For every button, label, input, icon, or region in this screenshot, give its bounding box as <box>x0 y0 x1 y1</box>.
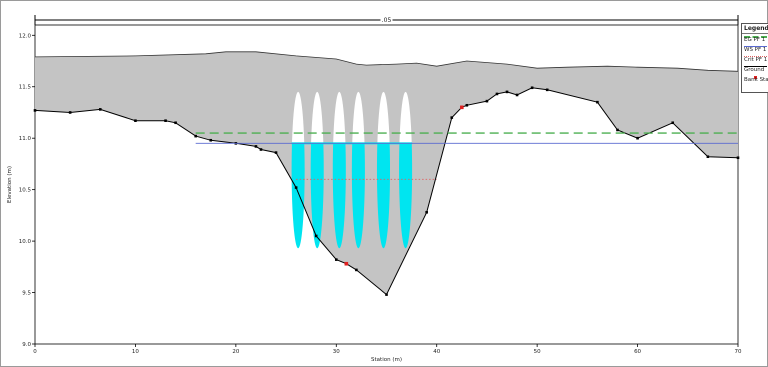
y-tick-label: 12.0 <box>19 33 32 39</box>
culvert-barrel <box>332 91 346 249</box>
y-tick-label: 11.0 <box>19 136 32 142</box>
culvert-barrel <box>351 91 365 249</box>
x-tick-label: 10 <box>132 349 139 355</box>
culvert-barrel <box>310 91 324 249</box>
ground-point <box>736 156 740 160</box>
legend-label: Bank Sta <box>744 77 768 83</box>
legend: Legend EG PF 1 WS PF 1 Crit PF 1 Ground Bank… <box>741 23 768 93</box>
ground-point <box>465 103 469 107</box>
legend-item: Crit PF 1 <box>742 54 768 64</box>
bank-station-marker <box>344 261 349 266</box>
ground-point <box>194 134 197 138</box>
y-axis-title: Elevation (m) <box>7 166 13 203</box>
ground-point <box>596 100 599 104</box>
culvert-barrel <box>399 91 413 249</box>
y-tick-label: 9.0 <box>22 342 31 348</box>
y-tick-label: 10.5 <box>19 188 32 194</box>
barrel-water <box>351 143 365 249</box>
legend-title: Legend <box>742 25 768 34</box>
x-tick-label: 50 <box>534 349 541 355</box>
ground-point <box>385 293 388 296</box>
x-tick-label: 0 <box>33 349 37 355</box>
ground-point <box>671 121 675 125</box>
x-tick-label: 60 <box>634 349 641 355</box>
x-tick-label: 70 <box>735 349 742 355</box>
barrel-air <box>399 91 413 144</box>
ground-point <box>425 210 428 214</box>
barrel-air <box>332 91 346 144</box>
x-axis-title: Station (m) <box>371 357 402 363</box>
ground-point <box>355 268 358 272</box>
ground-point <box>164 119 167 122</box>
culvert-barrel <box>291 91 305 249</box>
legend-swatch <box>744 46 767 49</box>
top-of-road-line <box>34 51 739 72</box>
ground-point <box>450 116 454 119</box>
legend-swatch <box>744 36 767 40</box>
barrel-water <box>291 143 305 249</box>
legend-label: WS PF 1 <box>744 47 767 53</box>
ground-point <box>545 88 549 92</box>
ground-point <box>505 90 509 94</box>
ground-point <box>274 151 278 154</box>
barrel-water <box>310 143 324 249</box>
y-tick-label: 11.5 <box>19 85 32 91</box>
ground-point <box>706 155 710 159</box>
legend-item: EG PF 1 <box>742 34 768 44</box>
x-tick-label: 20 <box>232 349 239 355</box>
legend-swatch <box>744 66 767 69</box>
ground-point <box>174 121 177 125</box>
ground-point <box>254 145 258 148</box>
ground-point <box>485 99 489 103</box>
ground-point <box>134 119 137 122</box>
bracket-label-bg <box>380 17 393 23</box>
ground-point <box>98 108 102 111</box>
legend-label: Ground <box>744 67 765 73</box>
ground-point <box>515 93 519 97</box>
profile-lines <box>195 132 738 180</box>
barrel-air <box>291 91 305 144</box>
legend-swatch <box>744 56 767 59</box>
ground-point <box>314 234 318 238</box>
y-tick-label: 10.0 <box>19 239 32 245</box>
legend-item: Ground <box>742 64 768 74</box>
ground-point <box>334 258 338 261</box>
ground-point <box>616 128 619 132</box>
ground-point <box>68 111 72 114</box>
y-tick-label: 9.5 <box>22 291 31 297</box>
ground-point <box>259 148 263 151</box>
ground-point <box>294 186 298 189</box>
ground-point <box>530 86 534 90</box>
barrel-air <box>310 91 324 144</box>
ground-point <box>33 109 37 112</box>
ground-point <box>495 92 499 96</box>
legend-item: Bank Sta <box>742 74 768 84</box>
legend-swatch <box>754 76 757 79</box>
barrel-air <box>376 91 391 144</box>
barrel-water <box>376 143 391 249</box>
x-tick-label: 30 <box>333 349 340 355</box>
barrel-air <box>351 91 365 144</box>
legend-label: Crit PF 1 <box>744 57 768 63</box>
ground-point <box>209 138 213 142</box>
legend-item: WS PF 1 <box>742 44 768 54</box>
bank-station-marker <box>460 105 464 110</box>
ground-point <box>636 136 639 140</box>
ground-line <box>34 87 739 296</box>
x-tick-label: 40 <box>433 349 440 355</box>
legend-items: EG PF 1 WS PF 1 Crit PF 1 Ground Bank Sta <box>742 34 768 84</box>
legend-label: EG PF 1 <box>744 37 766 43</box>
barrel-water <box>399 143 413 249</box>
barrel-water <box>332 143 346 249</box>
bracket-label: .05 <box>382 17 392 24</box>
culvert-barrel <box>376 91 391 249</box>
